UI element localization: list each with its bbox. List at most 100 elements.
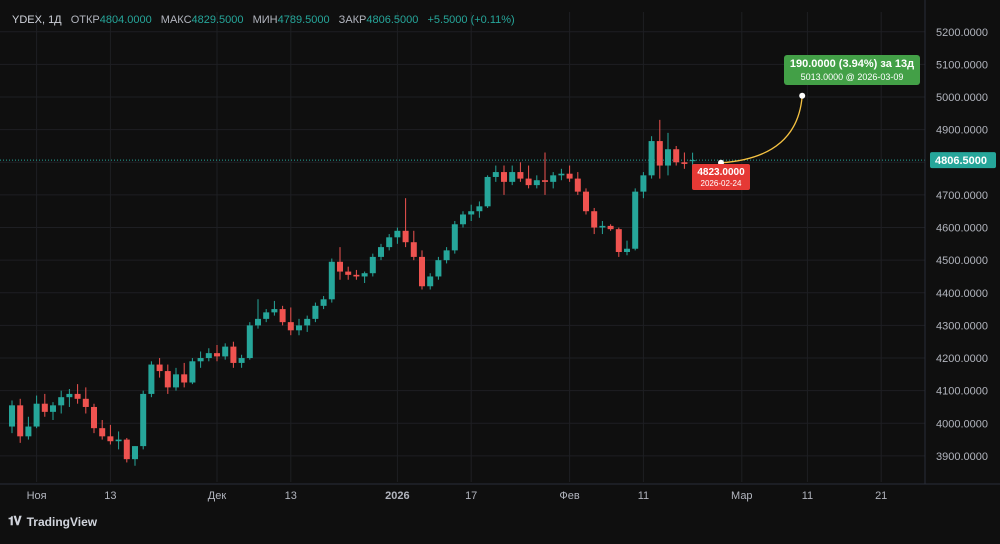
candle[interactable] [189,358,196,385]
candle[interactable] [443,247,450,264]
candle[interactable] [33,395,40,429]
candle[interactable] [525,165,532,189]
candle[interactable] [460,211,466,228]
candle[interactable] [238,354,245,368]
candle[interactable] [148,361,155,398]
candle[interactable] [607,224,614,231]
candle[interactable] [99,420,106,440]
current-price-badge[interactable] [930,152,996,169]
candle[interactable] [599,221,606,235]
projection-annotation[interactable]: 190.0000 (3.94%) за 13д 5013.0000 @ 2026-… [692,55,920,190]
candle[interactable] [665,132,671,176]
candle[interactable] [74,384,81,404]
candle[interactable] [41,393,48,417]
candle[interactable] [419,250,425,290]
candle[interactable] [624,240,630,256]
candle[interactable] [156,358,163,378]
candle[interactable] [640,172,647,199]
candle[interactable] [435,256,442,280]
candle[interactable] [58,390,65,414]
price-axis[interactable]: 5200.00005100.00005000.00004900.00004800… [930,27,996,463]
price-tick-label: 4700.0000 [936,190,988,202]
candle[interactable] [9,400,15,434]
candle[interactable] [632,188,639,251]
candle[interactable] [427,273,434,290]
candle[interactable] [533,175,540,189]
candle[interactable] [394,227,401,244]
candle-body [66,393,73,398]
candle[interactable] [337,247,343,280]
candle[interactable] [25,416,32,440]
candles[interactable] [9,119,696,466]
low-label: МИН [252,14,278,26]
price-tick-label: 4500.0000 [936,255,988,267]
candle[interactable] [361,271,368,283]
symbol-label[interactable]: YDEX, 1Д [12,14,62,26]
candle[interactable] [263,309,270,323]
candle[interactable] [451,221,458,254]
candle[interactable] [107,424,114,445]
marker-box[interactable] [692,164,750,190]
candle[interactable] [410,230,417,261]
candle[interactable] [558,168,565,181]
candle[interactable] [222,343,229,360]
candle[interactable] [378,243,384,261]
candle[interactable] [164,364,171,394]
candle[interactable] [197,351,204,368]
candle[interactable] [82,387,89,414]
candle[interactable] [648,136,655,179]
candle[interactable] [345,266,352,280]
candle[interactable] [550,172,557,189]
candle[interactable] [517,162,524,182]
candle[interactable] [591,207,598,235]
candle[interactable] [66,389,73,407]
candle[interactable] [468,204,475,222]
candle[interactable] [681,152,688,169]
candle[interactable] [246,322,253,360]
candle[interactable] [615,227,622,257]
candle[interactable] [501,165,507,195]
candle[interactable] [50,402,56,421]
tradingview-logo[interactable]: 𝟏𝐕 TradingView [8,514,97,529]
candle[interactable] [656,119,663,179]
candle[interactable] [304,315,311,332]
projection-target-point[interactable] [799,92,806,99]
candle[interactable] [484,175,491,208]
candle[interactable] [673,145,680,166]
candle[interactable] [476,201,483,218]
candle[interactable] [230,341,237,368]
candle[interactable] [386,234,393,251]
candle[interactable] [402,198,409,248]
candle[interactable] [279,305,286,326]
candle[interactable] [492,165,499,182]
candle[interactable] [91,403,97,434]
time-axis[interactable]: Ноя 13 Дек 13 2026 17 Фев 11 Мар 11 21 [0,0,1000,502]
candle[interactable] [509,165,516,186]
candle[interactable] [115,431,122,450]
candle[interactable] [132,446,138,466]
candle[interactable] [181,362,188,388]
candle[interactable] [123,437,130,463]
candle[interactable] [205,348,212,362]
projection-box[interactable] [784,55,920,85]
candle[interactable] [369,253,376,277]
candle[interactable] [689,152,696,166]
candle[interactable] [287,307,294,336]
candle[interactable] [574,172,581,195]
candle[interactable] [583,188,589,215]
candle[interactable] [328,258,335,303]
candle[interactable] [320,296,327,310]
candle[interactable] [296,318,302,336]
candle[interactable] [140,390,147,450]
candle[interactable] [17,398,24,443]
candle[interactable] [271,300,278,316]
candle[interactable] [173,367,179,391]
candle[interactable] [542,152,548,195]
candle[interactable] [214,344,220,362]
candle[interactable] [255,299,261,329]
candle[interactable] [312,302,319,323]
candle[interactable] [353,269,360,280]
candle[interactable] [566,165,573,182]
